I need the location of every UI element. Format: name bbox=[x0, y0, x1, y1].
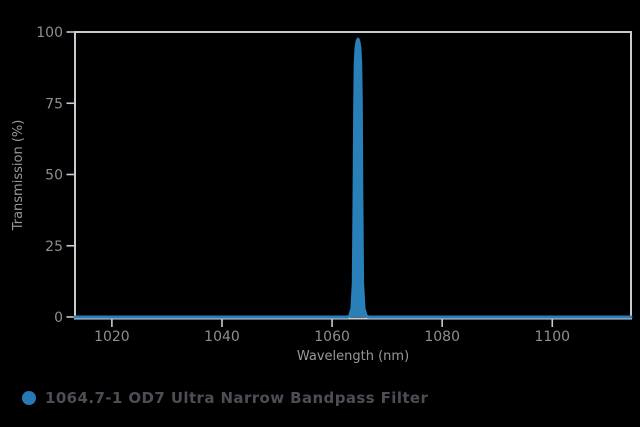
y-tick-label: 75 bbox=[45, 96, 63, 112]
x-axis-label: Wavelength (nm) bbox=[297, 349, 409, 364]
y-tick-label: 100 bbox=[36, 25, 63, 41]
legend: 1064.7-1 OD7 Ultra Narrow Bandpass Filte… bbox=[22, 389, 428, 407]
x-tick-label: 1080 bbox=[424, 329, 460, 345]
x-tick-label: 1060 bbox=[314, 329, 350, 345]
y-tick-label: 25 bbox=[45, 239, 63, 255]
y-axis-ticks: 0 25 50 75 100 bbox=[36, 25, 74, 326]
x-tick-label: 1020 bbox=[94, 329, 130, 345]
y-tick-label: 50 bbox=[45, 168, 63, 184]
series-area-bandpass-peak bbox=[73, 37, 633, 319]
x-tick-label: 1100 bbox=[534, 329, 570, 345]
y-tick-label: 0 bbox=[54, 310, 63, 326]
legend-series-dot-icon bbox=[22, 391, 36, 405]
plot-border bbox=[74, 31, 632, 320]
x-axis-ticks: 1020 1040 1060 1080 1100 bbox=[94, 319, 570, 345]
x-tick-label: 1040 bbox=[204, 329, 240, 345]
y-axis-label: Transmission (%) bbox=[11, 120, 26, 232]
legend-series-label: 1064.7-1 OD7 Ultra Narrow Bandpass Filte… bbox=[45, 389, 429, 407]
